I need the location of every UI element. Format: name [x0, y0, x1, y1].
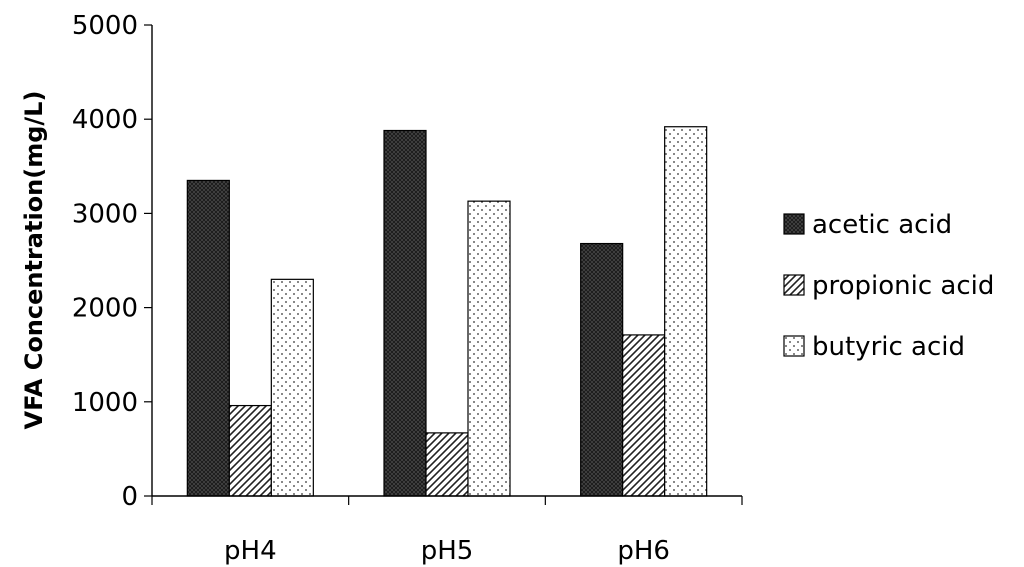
y-tick-label: 4000 — [72, 105, 138, 135]
legend-swatch — [783, 213, 805, 235]
bar-acetic-acid-pH4 — [186, 179, 230, 497]
legend-label: acetic acid — [812, 210, 952, 240]
bar-acetic-acid-pH6 — [580, 242, 624, 497]
y-axis-title: VFA Concentration(mg/L) — [20, 91, 48, 430]
bar-propionic-acid-pH6 — [622, 334, 666, 497]
legend-label: propionic acid — [812, 271, 994, 301]
legend-label: butyric acid — [812, 332, 965, 362]
axes — [151, 25, 742, 497]
legend: acetic acid propionic acid butyric acid — [783, 210, 994, 362]
x-axis: pH4 pH5 pH6 — [151, 496, 743, 566]
legend-swatch — [783, 274, 805, 296]
bar-butyric-acid-pH4 — [270, 278, 314, 497]
y-tick-label: 3000 — [72, 199, 138, 229]
bar-butyric-acid-pH5 — [467, 200, 511, 497]
y-axis: 0 1000 2000 3000 4000 5000 — [72, 11, 152, 512]
x-tick-label: pH6 — [617, 536, 670, 566]
y-tick-label: 2000 — [72, 294, 138, 324]
y-tick-label: 1000 — [72, 388, 138, 418]
bar-propionic-acid-pH5 — [425, 432, 469, 497]
bar-series — [186, 126, 708, 497]
bar-butyric-acid-pH6 — [664, 126, 708, 497]
x-tick-label: pH5 — [421, 536, 474, 566]
legend-swatch — [783, 335, 805, 357]
y-tick-label: 5000 — [72, 11, 138, 41]
bar-propionic-acid-pH4 — [228, 404, 272, 497]
bar-acetic-acid-pH5 — [383, 129, 427, 497]
x-tick-label: pH4 — [224, 536, 277, 566]
y-tick-label: 0 — [121, 482, 138, 512]
